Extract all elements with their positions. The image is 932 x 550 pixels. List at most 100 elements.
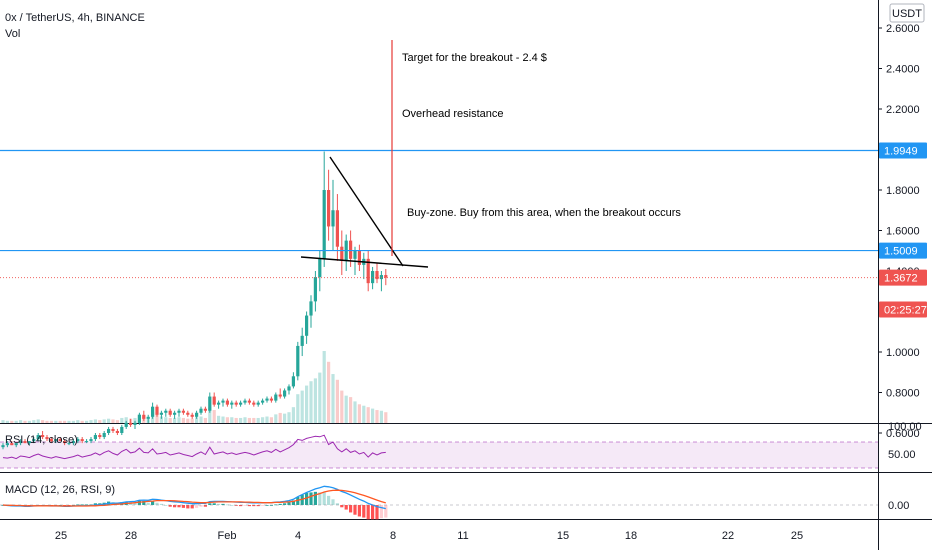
volume-bar	[291, 407, 295, 423]
rsi-tick-100: 100.00	[888, 421, 922, 433]
macd-histogram-bar	[247, 505, 251, 507]
macd-histogram-bar	[327, 495, 331, 505]
time-label: 8	[390, 530, 396, 542]
time-label: 11	[457, 530, 468, 542]
candle-body	[173, 412, 177, 415]
macd-histogram-bar	[256, 505, 260, 507]
macd-histogram-bar	[234, 505, 238, 506]
price-tick-label: 2.6000	[886, 23, 920, 35]
candle-body	[129, 422, 133, 425]
currency-unit-badge[interactable]	[889, 3, 925, 23]
volume-bar	[221, 416, 225, 423]
candle-body	[137, 414, 141, 423]
volume-bar	[357, 404, 361, 423]
macd-histogram-bar	[89, 504, 93, 506]
volume-bar	[164, 417, 168, 423]
candle-body	[177, 410, 181, 413]
volume-bar	[203, 417, 207, 423]
candle-body	[230, 402, 234, 405]
price-badge	[879, 269, 927, 286]
volume-bar	[274, 414, 278, 423]
price-tick-label: 2.4000	[886, 64, 920, 76]
macd-histogram-bar	[203, 505, 207, 507]
macd-histogram-bar	[168, 505, 172, 507]
volume-bar	[217, 415, 221, 423]
price-axis-badges: 1.9949 1.5009 1.3672 02:25:27	[879, 142, 927, 318]
time-label: 28	[125, 530, 137, 542]
candle-body	[124, 422, 128, 427]
macd-histogram-bar	[225, 504, 229, 506]
volume-bar	[120, 417, 124, 423]
volume-bar	[80, 420, 84, 423]
candle-body	[80, 439, 84, 442]
candle-body	[340, 246, 344, 261]
candle-body	[291, 376, 295, 387]
volume-bar	[287, 412, 291, 423]
volume-bar	[331, 374, 335, 423]
candle-body	[318, 258, 322, 278]
macd-histogram-bar	[181, 505, 185, 508]
volume-bar	[76, 420, 80, 423]
volume-label: Vol	[5, 28, 20, 40]
candle-body	[93, 435, 97, 440]
candle-body	[239, 402, 243, 405]
time-label: 18	[625, 530, 637, 542]
macd-histogram-bar	[278, 503, 282, 505]
macd-histogram-bar	[190, 505, 194, 509]
macd-histogram-bar	[173, 505, 177, 508]
rsi-label: RSI (14, close)	[5, 434, 78, 446]
volume-bar	[49, 420, 53, 423]
volume-bar	[208, 407, 212, 423]
macd-histogram-bar	[322, 492, 326, 505]
candle-body	[41, 435, 45, 438]
volume-bar	[14, 420, 18, 423]
volume-bar	[133, 417, 137, 423]
macd-histogram-bar	[274, 504, 278, 506]
candle-body	[89, 439, 93, 442]
candle-body	[71, 441, 75, 444]
candle-body	[247, 400, 251, 403]
candle-body	[274, 394, 278, 401]
volume-bar	[353, 401, 357, 423]
annotation-buyzone[interactable]: Buy-zone. Buy from this area, when the b…	[407, 207, 681, 219]
candle-body	[19, 441, 23, 444]
candle-body	[357, 250, 361, 265]
volume-bar	[54, 420, 58, 423]
volume-bar	[247, 417, 251, 423]
time-label: Feb	[218, 530, 237, 542]
macd-histogram-bar	[349, 505, 353, 513]
volume-bar	[366, 407, 370, 423]
candle-body	[195, 412, 199, 417]
volume-bar	[371, 408, 375, 423]
volume-bar	[36, 419, 40, 423]
macd-histogram-bar	[177, 505, 181, 508]
triangle-upper-trendline[interactable]	[329, 156, 404, 267]
macd-histogram-bar	[195, 505, 199, 508]
volume-bar	[296, 394, 300, 423]
candle-body	[32, 439, 36, 442]
volume-bar	[124, 417, 128, 423]
volume-bar	[45, 420, 49, 423]
annotation-resistance[interactable]: Overhead resistance	[402, 108, 504, 120]
price-tick-label: 1.0000	[886, 347, 920, 359]
candle-body	[331, 210, 335, 227]
macd-histogram-bar	[375, 505, 379, 520]
volume-bar	[85, 420, 89, 423]
volume-bar	[186, 418, 190, 423]
macd-histogram-bar	[142, 500, 146, 505]
volume-bar	[5, 420, 9, 423]
macd-histogram-bar	[85, 504, 89, 506]
candle-body	[212, 396, 216, 405]
annotation-target[interactable]: Target for the breakout - 2.4 $	[402, 52, 547, 64]
candle-body	[256, 402, 260, 405]
volume-bar	[190, 418, 194, 423]
macd-label: MACD (12, 26, RSI, 9)	[5, 484, 115, 496]
candle-body	[14, 443, 18, 446]
rsi-line	[2, 434, 386, 460]
volume-bar	[252, 417, 256, 423]
candle-body	[98, 435, 102, 438]
triangle-lower-trendline[interactable]	[300, 256, 429, 268]
macd-histogram-bar	[221, 503, 225, 505]
volume-bar	[111, 419, 115, 423]
